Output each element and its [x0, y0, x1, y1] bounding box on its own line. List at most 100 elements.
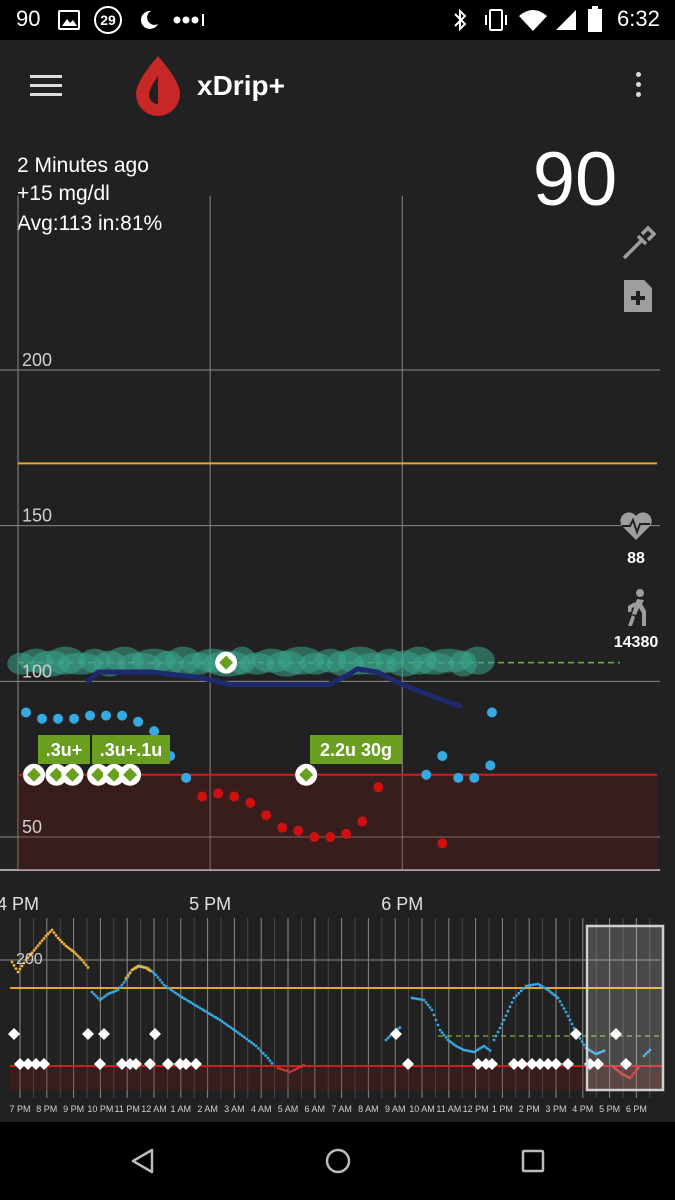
overview-reading [257, 1047, 260, 1050]
overview-x-tick-label: 7 AM [331, 1104, 352, 1114]
overview-reading [16, 970, 20, 974]
prediction-curve [85, 666, 360, 687]
overview-treatment-marker [190, 1058, 202, 1070]
overview-reading [552, 993, 556, 997]
overview-reading [488, 1049, 492, 1052]
y-tick-label: 200 [22, 350, 52, 370]
overview-reading [36, 944, 40, 947]
overview-x-tick-label: 10 PM [87, 1104, 113, 1114]
bg-readings [21, 707, 497, 849]
overview-reading [245, 1037, 249, 1041]
overview-x-tick-label: 5 AM [278, 1104, 299, 1114]
overview-reading [70, 949, 74, 952]
overview-treatment-marker [508, 1058, 520, 1070]
battery-icon [588, 6, 602, 32]
bg-reading-point [277, 822, 288, 833]
overview-reading [300, 1064, 303, 1068]
overview-reading [160, 981, 164, 984]
overview-reading [502, 1018, 506, 1022]
overview-reading [270, 1061, 274, 1065]
overview-reading [64, 944, 68, 948]
treatment-marker-diamond [123, 767, 138, 782]
overview-reading [124, 978, 128, 982]
overview-reading [498, 1026, 502, 1030]
overview-treatment-marker [162, 1058, 174, 1070]
overview-reading [158, 978, 162, 982]
overview-reading [288, 1070, 292, 1074]
overview-reading [54, 933, 58, 937]
overview-reading [398, 1026, 402, 1029]
prediction-line [85, 666, 463, 709]
overview-x-tick-label: 1 AM [171, 1104, 192, 1114]
main-thresholds [18, 462, 658, 870]
overview-reading [60, 940, 64, 944]
overview-reading [126, 973, 130, 977]
bg-reading-point [309, 832, 320, 842]
bg-reading-point [197, 791, 208, 802]
bg-reading-point [293, 825, 304, 836]
overview-treatment-marker [516, 1058, 528, 1070]
menu-icon[interactable] [22, 66, 70, 106]
low-range-shading [18, 774, 658, 870]
bg-reading-point [245, 797, 256, 808]
overview-reading [436, 1023, 440, 1027]
overview-treatment-marker [542, 1058, 554, 1070]
overview-viewport-window[interactable] [585, 924, 665, 1092]
overview-reading [238, 1032, 242, 1036]
overview-reading [185, 998, 189, 1002]
overview-reading [72, 950, 76, 954]
overview-reading [198, 1006, 202, 1010]
overview-reading [444, 1036, 448, 1039]
overview-reading [515, 994, 518, 997]
overview-reading [223, 1021, 226, 1025]
overview-reading [189, 1001, 193, 1005]
blood-test-icon[interactable] [618, 224, 658, 264]
overview-reading [205, 1010, 209, 1014]
back-icon[interactable] [128, 1146, 158, 1176]
overview-treatment-marker [82, 1028, 94, 1040]
overview-reading [48, 930, 52, 934]
overview-reading [281, 1068, 285, 1071]
overview-treatment-marker [570, 1028, 582, 1040]
add-note-icon[interactable] [620, 278, 656, 314]
overview-reading [430, 1008, 434, 1012]
overview-axis-labels: 200 7 PM 8 PM 9 PM 10 PM 11 PM 12 AM 1 AM 2 AM 3 … [9, 951, 646, 1114]
overview-reading [78, 956, 82, 960]
main-chart[interactable]: .3u+ .3u+.1u 2.2u 30g 200 150 100 50 4 PM 5 PM 6… [0, 196, 675, 916]
overview-chart[interactable]: 200 7 PM 8 PM 9 PM 10 PM 11 PM 12 AM 1 AM 2 AM 3 … [0, 916, 675, 1122]
overview-reading [167, 986, 170, 990]
overview-reading [632, 1071, 636, 1075]
treatments[interactable]: .3u+ .3u+.1u 2.2u 30g [23, 651, 402, 786]
overview-reading [388, 1034, 392, 1038]
overview-reading [196, 1005, 200, 1009]
overview-reading [426, 1003, 430, 1007]
recents-icon[interactable] [518, 1146, 548, 1176]
overview-reading [50, 928, 54, 932]
overview-reading [178, 994, 182, 998]
bg-reading-point [213, 788, 224, 799]
overview-reading [634, 1069, 638, 1073]
overview-x-tick-label: 7 PM [9, 1104, 30, 1114]
treatment-marker-diamond [299, 767, 314, 782]
bg-reading-point [453, 772, 464, 783]
overview-x-tick-label: 11 PM [115, 1104, 140, 1114]
overview-x-tick-label: 4 AM [251, 1104, 272, 1114]
overview-reading [128, 971, 132, 975]
home-icon[interactable] [323, 1146, 353, 1176]
overview-reading [102, 995, 106, 999]
treatment-marker-diamond [91, 767, 106, 782]
overview-reading [154, 973, 158, 977]
overview-reading [560, 1003, 564, 1007]
overview-reading [227, 1024, 231, 1028]
overview-reading [434, 1018, 438, 1022]
overflow-icon[interactable] [622, 68, 654, 108]
y-tick-label: 150 [22, 506, 52, 526]
bg-reading-point [486, 707, 497, 718]
last-reading-time: 2 Minutes ago [17, 154, 149, 177]
overview-reading [254, 1044, 258, 1048]
bg-reading-point [261, 810, 272, 821]
overview-reading [548, 990, 552, 993]
overview-treatment-marker [486, 1058, 498, 1070]
overview-reading [448, 1040, 452, 1043]
overview-reading [452, 1043, 456, 1046]
